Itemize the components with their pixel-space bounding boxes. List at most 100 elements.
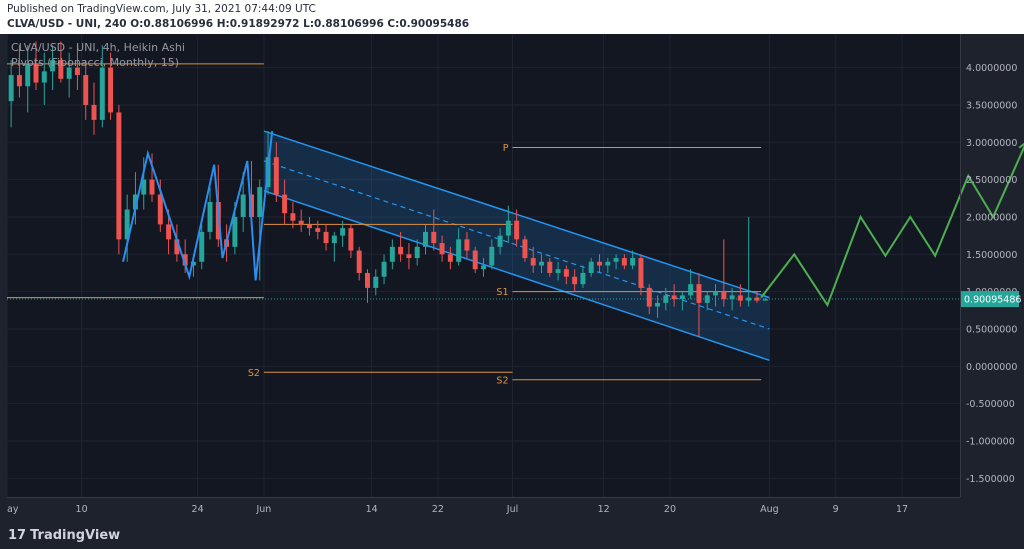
candle-body xyxy=(406,254,412,259)
candle-body xyxy=(522,239,528,259)
candle-body xyxy=(762,299,768,301)
candle-body xyxy=(414,246,420,259)
candle-body xyxy=(248,194,254,217)
candle-body xyxy=(174,239,180,255)
candle-body xyxy=(737,295,743,301)
candle-body xyxy=(91,104,97,120)
channel-middle xyxy=(263,160,770,330)
candle-body xyxy=(621,258,627,266)
candle-body xyxy=(373,276,379,288)
candle-body xyxy=(530,258,536,266)
indicator-title: Pivots (Fibonacci, Monthly, 15) xyxy=(11,56,179,69)
candle-body xyxy=(630,258,636,266)
last-price-badge-bg xyxy=(961,291,1019,308)
candle-body xyxy=(190,261,196,266)
candle-body xyxy=(66,67,72,79)
candle-body xyxy=(597,261,603,266)
candle-body xyxy=(746,297,752,301)
candle-body xyxy=(547,261,553,273)
candle-body xyxy=(588,261,594,273)
tradingview-logo[interactable]: 𝟭𝟳 TradingView xyxy=(8,528,120,543)
zigzag-drawing xyxy=(122,130,274,281)
candle-body xyxy=(282,194,288,214)
candle-body xyxy=(472,250,478,270)
x-tick-label: ay xyxy=(7,504,19,515)
pivot-label: P xyxy=(503,143,509,154)
candle-body xyxy=(340,228,346,236)
candle-body xyxy=(663,295,669,303)
candle-body xyxy=(166,224,172,240)
candle-body xyxy=(348,228,354,251)
candle-body xyxy=(563,269,569,277)
y-tick-label: 3.0000000 xyxy=(966,138,1017,149)
grid-lines xyxy=(6,34,960,497)
candle-body xyxy=(447,254,453,262)
candle-body xyxy=(489,246,495,266)
y-axis: 4.0000000 3.5000000 3.0000000 2.5000000 2.00… xyxy=(960,34,1017,497)
candle-body xyxy=(638,258,644,288)
candle-body xyxy=(456,239,462,262)
candle-body xyxy=(315,228,321,232)
candle-body xyxy=(99,67,105,120)
y-tick-label: 0.0000000 xyxy=(966,362,1017,373)
candle-body xyxy=(41,71,47,83)
candle-body xyxy=(514,220,520,240)
forecast-path xyxy=(760,142,1024,308)
x-tick-label: 24 xyxy=(192,504,204,515)
y-tick-label: 3.5000000 xyxy=(966,100,1017,111)
last-price-badge: 0.90095486 xyxy=(961,291,1021,308)
candle-body xyxy=(149,179,155,195)
candles xyxy=(8,41,768,337)
candle-body xyxy=(646,287,652,307)
pivot-lines: S2 P S1 S2 xyxy=(7,63,960,386)
candle-body xyxy=(555,269,561,273)
footer: 𝟭𝟳 TradingView xyxy=(0,524,1024,549)
candle-body xyxy=(580,272,586,285)
candle-body xyxy=(199,231,205,262)
logo-text: TradingView xyxy=(30,528,121,543)
candle-body xyxy=(398,246,404,255)
candle-body xyxy=(389,246,395,262)
candle-body xyxy=(505,220,511,236)
candle-body xyxy=(688,284,694,296)
candle-body xyxy=(306,224,312,229)
y-tick-label: -1.500000 xyxy=(966,474,1015,485)
candle-body xyxy=(364,272,370,288)
zigzag-line xyxy=(122,130,274,281)
candle-body xyxy=(381,261,387,277)
candle-body xyxy=(58,60,64,79)
candle-body xyxy=(721,291,727,300)
tradingview-icon: 𝟭𝟳 xyxy=(8,528,27,543)
x-tick-label: 14 xyxy=(366,504,378,515)
candle-body xyxy=(754,297,760,301)
candle-body xyxy=(481,265,486,270)
candle-body xyxy=(108,67,114,113)
y-tick-label: -1.000000 xyxy=(966,436,1015,447)
candle-body xyxy=(8,75,14,102)
candle-body xyxy=(298,220,304,225)
candle-body xyxy=(83,75,89,105)
symbol-title: CLVA/USD - UNI, 4h, Heikin Ashi xyxy=(11,41,185,54)
candle-body xyxy=(157,194,163,225)
y-tick-label: 0.5000000 xyxy=(966,324,1017,335)
candle-body xyxy=(704,295,710,303)
x-tick-label: 17 xyxy=(896,504,908,515)
x-tick-label: 20 xyxy=(664,504,676,515)
forecast-line xyxy=(760,144,1024,308)
candle-body xyxy=(273,157,279,195)
publish-header: Published on TradingView.com, July 31, 2… xyxy=(0,0,1024,34)
candle-body xyxy=(356,250,362,273)
pivot-label: S2 xyxy=(248,368,260,379)
candle-body xyxy=(74,67,80,76)
pivot-label: S2 xyxy=(496,375,508,386)
x-tick-label: Jul xyxy=(506,504,518,515)
y-tick-label: 1.5000000 xyxy=(966,250,1017,261)
candle-body xyxy=(232,216,238,247)
candle-body xyxy=(613,258,619,262)
candle-body xyxy=(257,187,263,217)
x-axis: ay 10 24 Jun 14 22 Jul 12 20 Aug 9 17 xyxy=(7,497,960,515)
x-tick-label: Jun xyxy=(255,504,271,515)
pivot-label: S1 xyxy=(496,287,508,298)
candle-body xyxy=(696,284,702,303)
